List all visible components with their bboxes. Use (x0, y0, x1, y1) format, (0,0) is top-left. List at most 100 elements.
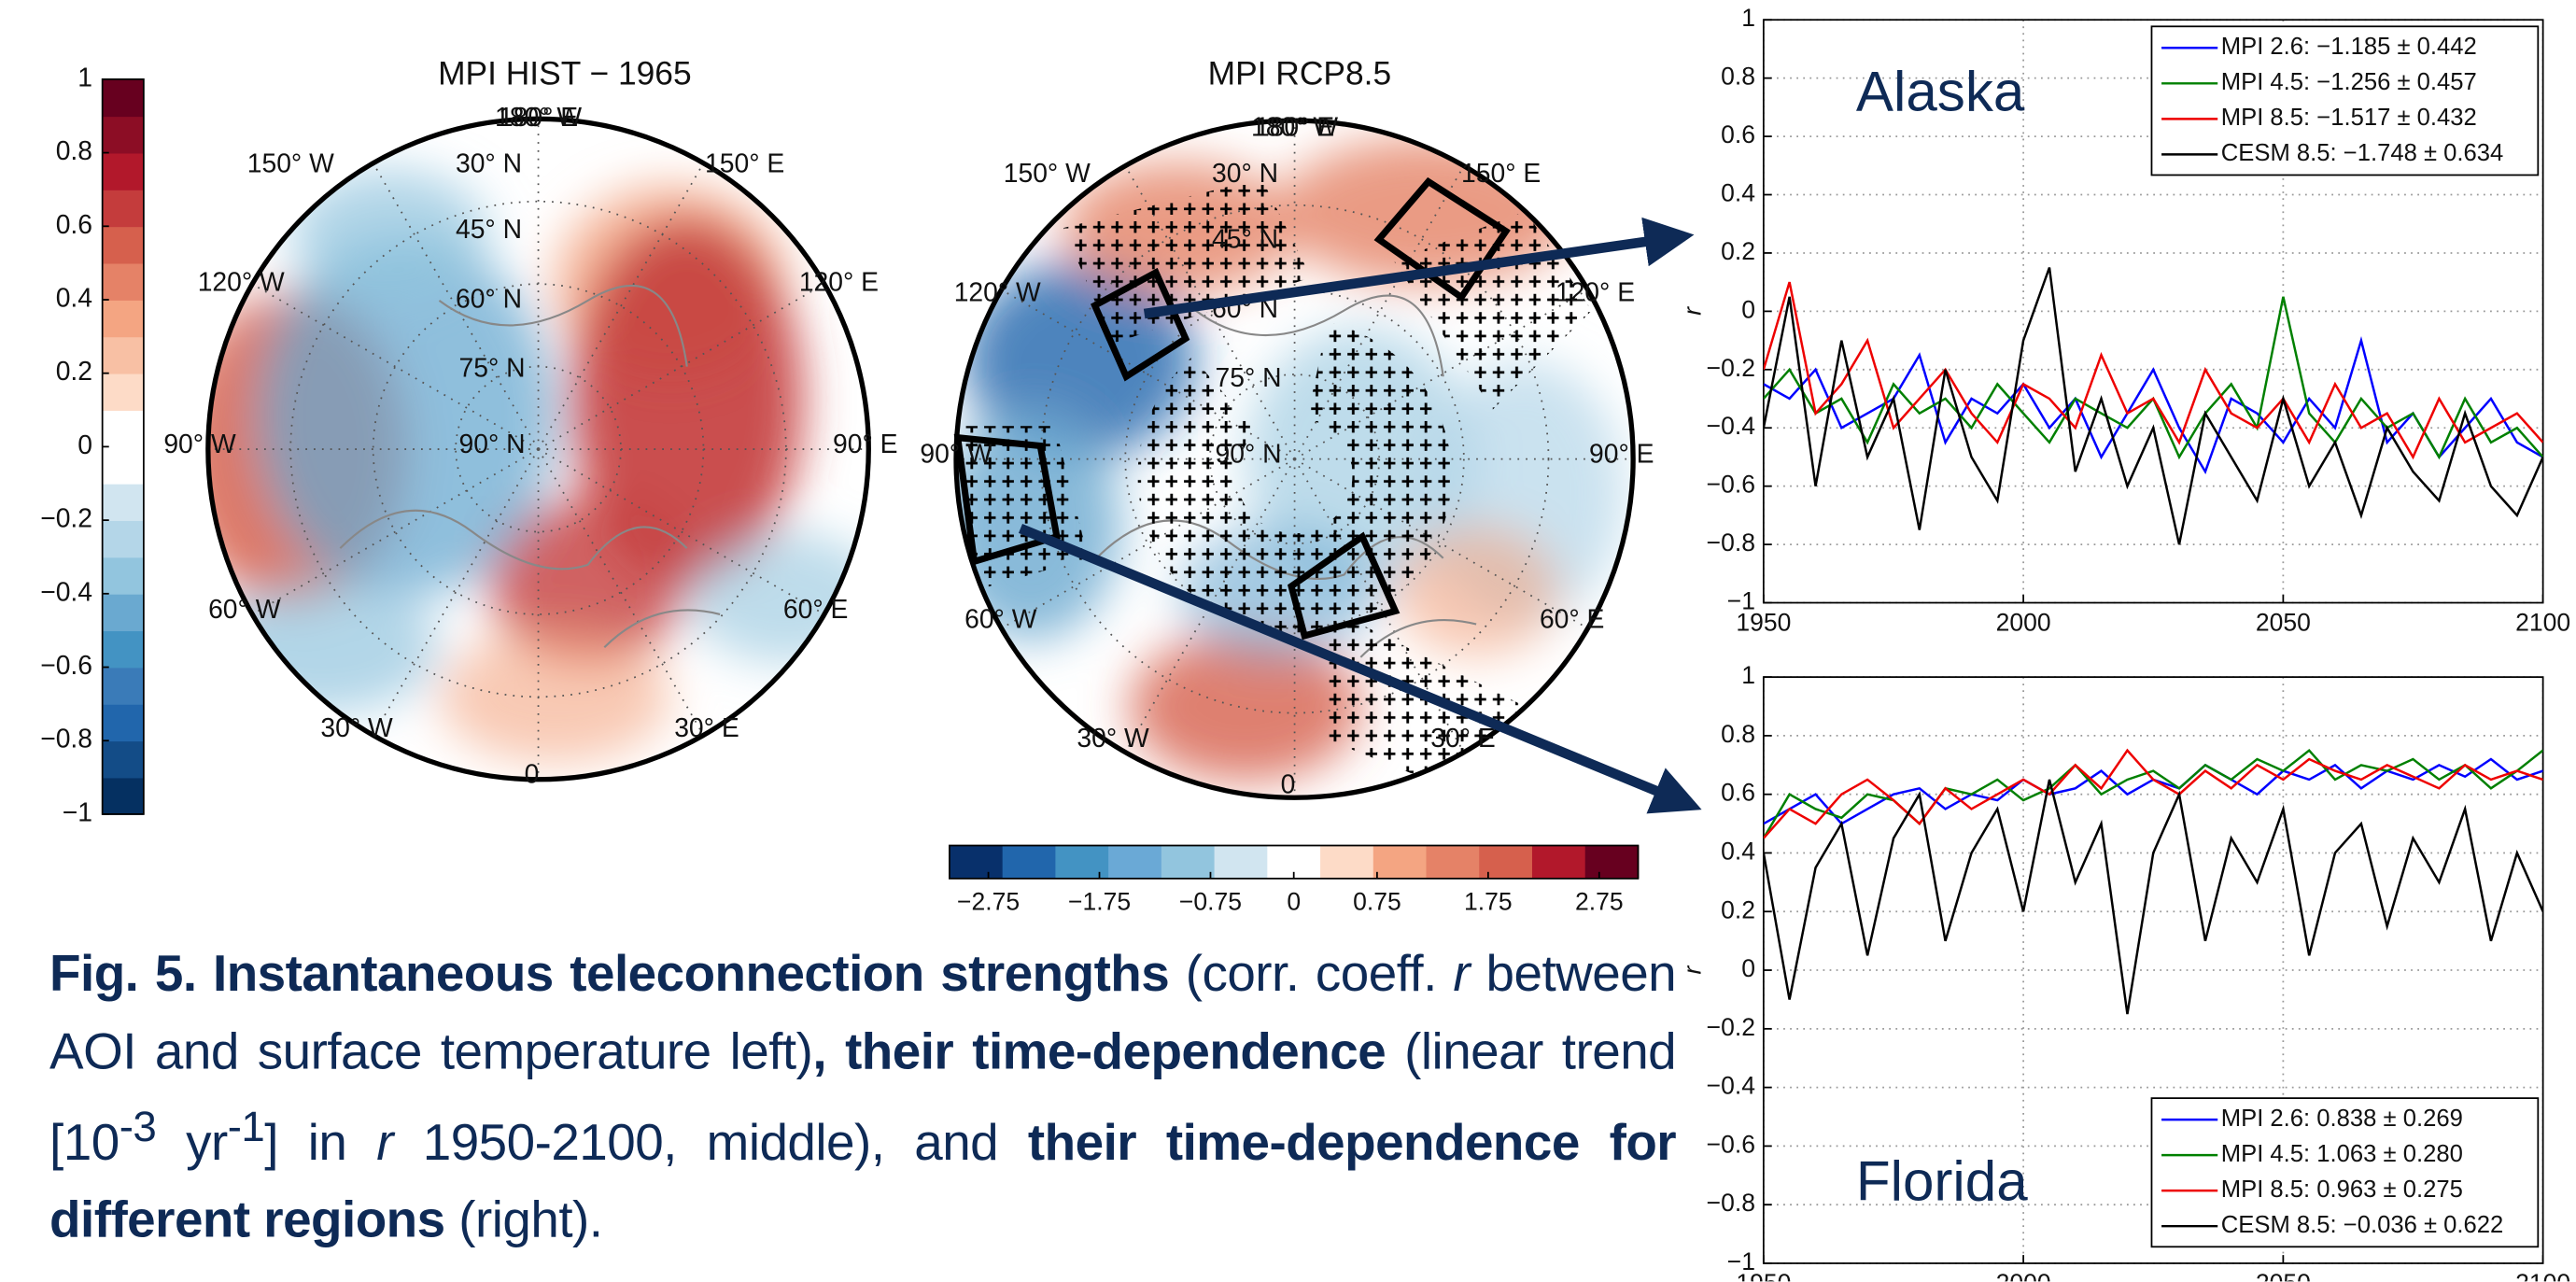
map-anomaly (1129, 632, 1361, 782)
color-bin (102, 483, 144, 521)
color-bin (1479, 845, 1533, 879)
color-bin (102, 777, 144, 815)
polar-map (207, 119, 869, 780)
map-label: 75° N (1216, 362, 1282, 392)
caption-text: -1 (227, 1105, 265, 1151)
map-label: 0 (1281, 768, 1296, 798)
legend-label: CESM 8.5: −0.036 ± 0.622 (2221, 1212, 2504, 1238)
y-tick-label: −0.2 (1707, 354, 1755, 382)
region-box (1287, 531, 1401, 641)
map-border (953, 118, 1636, 800)
map-anomaly (1393, 525, 1559, 657)
map-label: 120° W (954, 276, 1041, 306)
y-tick-label: −0.8 (1707, 1189, 1755, 1217)
color-bin (102, 410, 144, 448)
x-tick-label: 2050 (2256, 1269, 2311, 1281)
y-tick-label: −0.6 (1707, 471, 1755, 499)
color-bin (102, 262, 144, 301)
x-tick-label: 2000 (1996, 609, 2051, 637)
region-label: Alaska (1856, 60, 2025, 122)
map-label: 120° E (799, 267, 879, 297)
caption-text: ] in (264, 1113, 377, 1172)
legend-label: MPI 4.5: −1.256 ± 0.457 (2221, 69, 2477, 95)
colorbar-label: −0.2 (40, 503, 92, 533)
plot-frame (1762, 19, 2544, 604)
colorbar-label: 0.75 (1353, 887, 1401, 915)
map-label: 60° N (456, 283, 522, 313)
coastline (339, 284, 721, 649)
map-label: 45° N (1212, 224, 1278, 254)
color-bin (102, 593, 144, 632)
color-bin (1108, 845, 1162, 879)
map-label: 90° E (1589, 439, 1654, 469)
legend-box (2150, 1097, 2540, 1248)
y-axis-label: r (1679, 306, 1707, 316)
map-label: 180° E (1255, 111, 1334, 141)
colorbar-label: 1.75 (1464, 887, 1513, 915)
color-bin (102, 446, 144, 485)
legend-label: CESM 8.5: −1.748 ± 0.634 (2221, 140, 2504, 166)
color-bin (102, 116, 144, 154)
x-tick-label: 2100 (2515, 609, 2570, 637)
region-box (1091, 267, 1190, 382)
caption-text: -3 (119, 1105, 157, 1151)
graticule (1039, 204, 1550, 714)
map-anomaly (290, 168, 489, 301)
map-title: MPI RCP8.5 (1208, 56, 1392, 92)
series-line (1763, 281, 2543, 460)
graticule (1124, 458, 1296, 754)
graticule (372, 162, 540, 450)
y-tick-label: 0.4 (1721, 837, 1755, 865)
map-anomaly (570, 218, 803, 582)
colorbar-label: 2.75 (1575, 887, 1624, 915)
colorbar-label: 0.2 (56, 356, 92, 386)
y-tick-label: 1 (1741, 4, 1755, 32)
y-tick-label: 0.8 (1721, 720, 1755, 748)
map-field (207, 168, 869, 764)
y-tick-label: 0 (1741, 954, 1755, 982)
y-axis-label: r (1679, 965, 1707, 974)
colorbar-label: −0.75 (1179, 887, 1242, 915)
color-bin (949, 845, 1004, 879)
map-label: 150° E (1461, 158, 1541, 188)
y-tick-label: 0.2 (1721, 237, 1755, 265)
y-tick-label: 1 (1741, 661, 1755, 689)
x-tick-label: 2050 (2256, 609, 2311, 637)
color-bin (1372, 845, 1428, 879)
graticule (251, 448, 540, 615)
map-label: 45° N (456, 214, 522, 244)
graticule (1294, 458, 1589, 629)
color-bin (1055, 845, 1110, 879)
y-tick-label: 0 (1741, 295, 1755, 323)
caption-text: their time-dependence for different regi… (49, 1113, 1677, 1249)
region-box (953, 433, 1061, 566)
map-label: 90° W (920, 439, 992, 469)
graticule (538, 448, 825, 615)
color-bin (1426, 845, 1481, 879)
map-title: MPI HIST − 1965 (438, 56, 692, 92)
series-line (1763, 748, 2543, 839)
map-label: 90° W (163, 429, 236, 458)
caption-text: between AOI and surface temperature left… (49, 944, 1677, 1080)
y-tick-label: 0.2 (1721, 895, 1755, 923)
x-tick-label: 1950 (1736, 609, 1791, 637)
y-tick-label: 0.8 (1721, 63, 1755, 91)
y-tick-label: 0.4 (1721, 179, 1755, 207)
y-tick-label: 0.6 (1721, 779, 1755, 807)
y-tick-label: −1 (1727, 587, 1755, 615)
colorbar-label: 0 (1287, 887, 1301, 915)
map-label: 90° N (1216, 439, 1282, 469)
color-bin (102, 226, 144, 264)
map-label: 30° E (1430, 723, 1495, 753)
series-line (1763, 779, 2543, 1015)
colorbar-label: −0.8 (40, 724, 92, 754)
map-label: 120° W (198, 267, 285, 297)
y-tick-label: −1 (1727, 1247, 1755, 1275)
legend-label: MPI 8.5: 0.963 ± 0.275 (2221, 1176, 2463, 1203)
caption-text: (linear trend [10 (49, 1021, 1677, 1172)
y-tick-label: −0.8 (1707, 528, 1755, 556)
color-bin (102, 703, 144, 742)
